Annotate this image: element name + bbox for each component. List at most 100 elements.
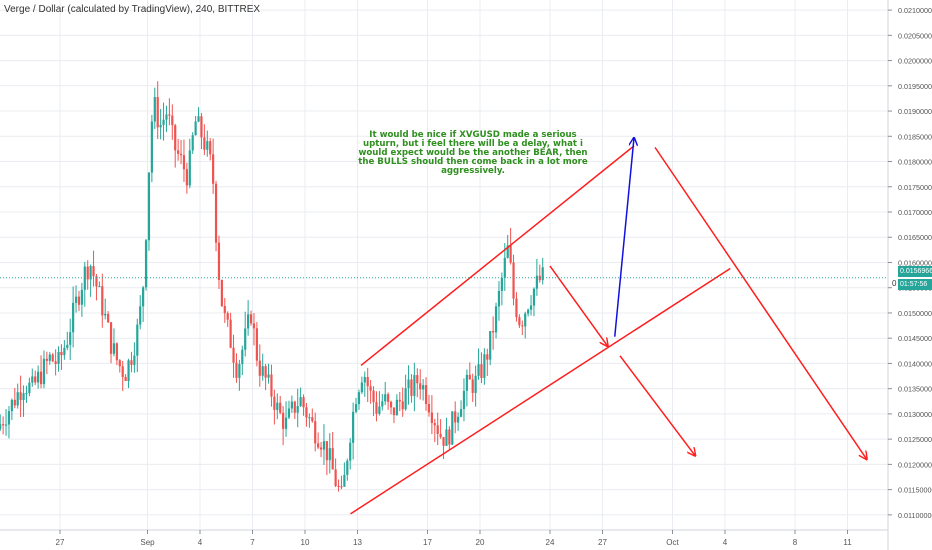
- candle-down: [410, 379, 413, 396]
- candle-down: [436, 425, 439, 434]
- candle-up: [287, 408, 291, 418]
- candle-down: [439, 433, 442, 438]
- candle-down: [185, 169, 188, 186]
- candle-down: [200, 116, 203, 138]
- candle-down: [115, 343, 118, 361]
- candle-down: [273, 396, 276, 410]
- candle-down: [509, 245, 512, 263]
- candle-up: [66, 344, 69, 348]
- candle-up: [459, 409, 463, 417]
- candle-down: [182, 155, 186, 170]
- candle-down: [60, 351, 63, 356]
- candle-down: [19, 392, 22, 401]
- candle-down: [226, 313, 229, 320]
- channel-lower: [350, 267, 731, 515]
- candle-up: [357, 392, 361, 405]
- candle-up: [527, 309, 530, 314]
- candle-down: [340, 486, 343, 488]
- candle-up: [241, 349, 244, 364]
- candle-down: [121, 366, 124, 377]
- candle-up: [42, 358, 46, 385]
- candle-up: [296, 405, 299, 413]
- candle-down: [34, 376, 37, 383]
- time-tick-label: 8: [793, 538, 798, 547]
- candle-up: [197, 116, 200, 122]
- arrow-down-short: [549, 265, 608, 346]
- candle-down: [331, 448, 334, 470]
- candle-down: [86, 266, 89, 280]
- candle-down: [264, 366, 267, 378]
- time-tick-label: 17: [423, 538, 432, 547]
- candle-down: [249, 314, 253, 324]
- arrow-up-blue: [614, 138, 634, 337]
- candle-up: [349, 442, 352, 461]
- candle-up: [299, 397, 302, 406]
- candle-up: [133, 355, 136, 365]
- current-price-badge: 0.01569666: [898, 266, 932, 277]
- candle-down: [419, 383, 422, 390]
- candle-up: [500, 277, 503, 291]
- candle-up: [308, 417, 311, 419]
- candle-down: [279, 402, 282, 413]
- candle-down: [302, 397, 305, 408]
- candle-down: [442, 437, 445, 446]
- candle-up: [191, 135, 194, 151]
- time-tick-label: 11: [843, 538, 852, 547]
- candle-up: [535, 275, 538, 289]
- candle-up: [194, 121, 197, 136]
- candle-up: [483, 354, 486, 378]
- candle-up: [360, 382, 363, 393]
- candle-up: [147, 172, 151, 241]
- annotation-text[interactable]: It would be nice if XVGUSD made a seriou…: [358, 130, 588, 176]
- candle-up: [404, 388, 407, 410]
- time-tick-label: 27: [56, 538, 65, 547]
- candle-up: [506, 245, 509, 258]
- candle-down: [317, 443, 320, 448]
- candle-down: [282, 412, 285, 429]
- candle-series: [0, 81, 544, 492]
- candle-down: [389, 401, 393, 408]
- candle-down: [433, 423, 436, 426]
- candle-down: [203, 137, 206, 150]
- candle-down: [156, 97, 159, 128]
- candle-down: [223, 306, 226, 314]
- candle-up: [494, 306, 498, 333]
- candle-up: [261, 366, 264, 376]
- candle-down: [54, 361, 57, 364]
- candle-down: [486, 354, 489, 360]
- candle-up: [127, 360, 130, 382]
- candle-down: [314, 421, 317, 444]
- candle-up: [465, 374, 468, 391]
- candle-down: [95, 276, 98, 287]
- candle-up: [276, 402, 279, 410]
- time-tick-label: 24: [546, 538, 555, 547]
- candle-up: [384, 394, 387, 402]
- candle-up: [63, 347, 66, 356]
- bar-countdown-badge: 01:57:56: [898, 279, 932, 290]
- candle-up: [395, 399, 398, 416]
- candle-up: [524, 313, 527, 327]
- candle-down: [179, 153, 183, 156]
- candle-up: [112, 343, 116, 354]
- candle-down: [39, 371, 43, 385]
- candle-up: [474, 375, 477, 393]
- candle-up: [165, 114, 168, 120]
- candle-up: [28, 382, 31, 394]
- candle-up: [80, 289, 83, 305]
- candle-up: [247, 314, 250, 329]
- candle-up: [290, 401, 293, 409]
- time-tick-label: 10: [301, 538, 310, 547]
- time-axis[interactable]: 27 Sep 4 7 10 13 17 20 24 27 Oct 4 8 11: [0, 529, 888, 547]
- candle-up: [445, 429, 448, 446]
- time-tick-label: Sep: [140, 538, 155, 547]
- candle-up: [422, 385, 425, 390]
- candle-down: [130, 360, 133, 365]
